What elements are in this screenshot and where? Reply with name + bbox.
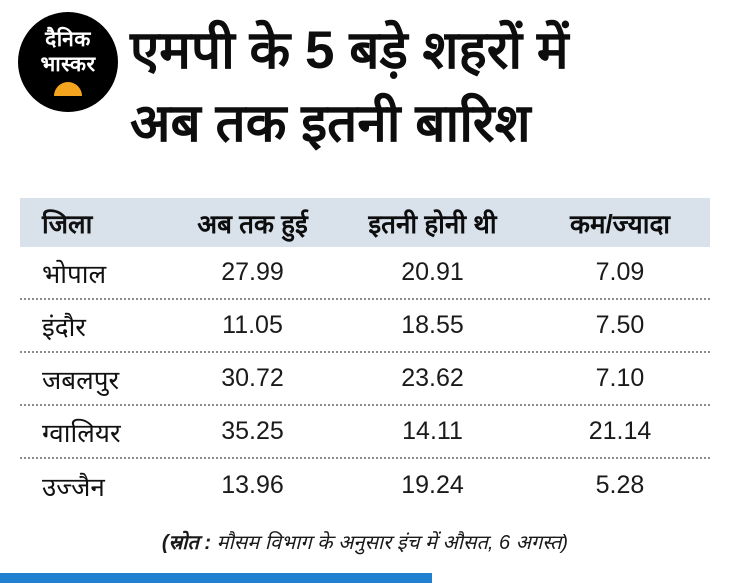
table-row: उज्जैन 13.96 19.24 5.28: [20, 459, 710, 512]
header-district: जिला: [42, 208, 93, 239]
header-expected: इतनी होनी थी: [368, 208, 497, 239]
title-line-2: अब तक इतनी बारिश: [130, 94, 531, 154]
cell-difference: 7.50: [595, 311, 645, 339]
table-row: भोपाल 27.99 20.91 7.09: [20, 247, 710, 300]
cell-so-far: 11.05: [222, 311, 283, 339]
page-title: एमपी के 5 बड़े शहरों में अब तक इतनी बारि…: [130, 12, 569, 160]
rainfall-table: जिला अब तक हुई इतनी होनी थी कम/ज्यादा भो…: [20, 198, 710, 512]
cell-expected: 23.62: [401, 364, 464, 392]
table-header-row: जिला अब तक हुई इतनी होनी थी कम/ज्यादा: [20, 198, 710, 247]
cell-expected: 18.55: [401, 311, 464, 339]
source-label: (स्रोत :: [161, 532, 212, 554]
cell-difference: 5.28: [595, 471, 645, 499]
table-row: ग्वालियर 35.25 14.11 21.14: [20, 406, 710, 459]
cell-district: जबलपुर: [42, 364, 120, 395]
title-line-1: एमपी के 5 बड़े शहरों में: [130, 21, 569, 80]
header-so-far: अब तक हुई: [197, 208, 308, 239]
logo-text-line2: भास्कर: [40, 52, 96, 76]
cell-district: इंदौर: [42, 311, 86, 342]
bottom-accent-bar: [0, 573, 432, 583]
cell-expected: 20.91: [401, 258, 464, 286]
logo-text-line1: दैनिक: [45, 28, 91, 52]
cell-district: उज्जैन: [42, 471, 105, 502]
cell-district: ग्वालियर: [42, 417, 121, 448]
header-difference: कम/ज्यादा: [570, 208, 670, 239]
cell-so-far: 30.72: [221, 364, 284, 392]
table-row: इंदौर 11.05 18.55 7.50: [20, 300, 710, 353]
cell-so-far: 13.96: [221, 471, 284, 499]
source-note: (स्रोत : मौसम विभाग के अनुसार इंच में औस…: [0, 528, 730, 555]
cell-difference: 21.14: [588, 417, 652, 445]
cell-difference: 7.10: [595, 364, 645, 392]
cell-expected: 19.24: [401, 471, 464, 499]
table-row: जबलपुर 30.72 23.62 7.10: [20, 353, 710, 406]
masthead: दैनिक भास्कर एमपी के 5 बड़े शहरों में अब…: [18, 12, 716, 160]
sun-icon: [54, 81, 82, 96]
cell-so-far: 35.25: [221, 417, 284, 445]
cell-district: भोपाल: [42, 258, 107, 289]
source-text: मौसम विभाग के अनुसार इंच में औसत, 6 अगस्…: [211, 532, 569, 554]
cell-expected: 14.11: [402, 417, 463, 445]
dainik-bhaskar-logo: दैनिक भास्कर: [18, 12, 118, 112]
cell-difference: 7.09: [595, 258, 645, 286]
cell-so-far: 27.99: [221, 258, 284, 286]
